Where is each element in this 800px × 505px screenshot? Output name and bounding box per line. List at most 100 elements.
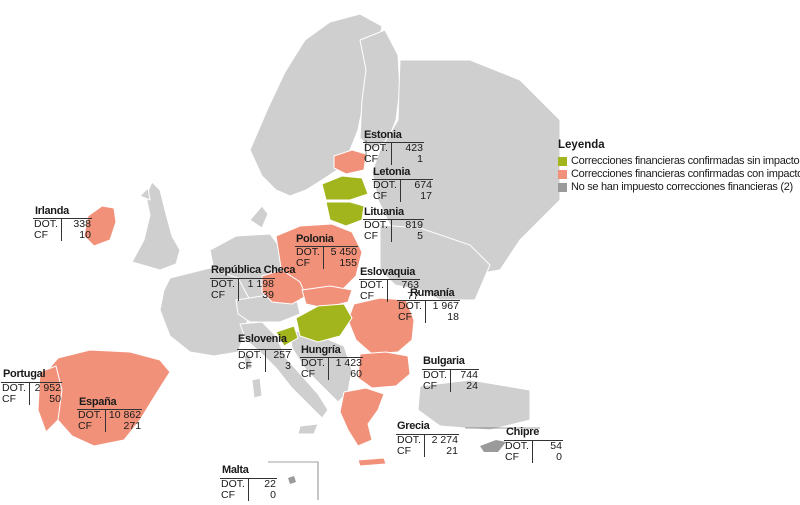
table-row: CF 10 <box>33 230 92 241</box>
region-chipre <box>480 440 506 452</box>
row-label: CF <box>78 420 92 432</box>
row-value: 24 <box>449 381 479 392</box>
table-row: DOT. 744 <box>422 369 479 381</box>
row-value: 21 <box>423 446 459 457</box>
table-row: CF 0 <box>504 452 563 463</box>
row-label: DOT. <box>300 357 329 369</box>
row-value: 10 862 <box>104 409 143 421</box>
row-value: 3 <box>264 361 292 372</box>
table-grecia: DOT. 2 274 CF 21 <box>396 434 459 457</box>
row-label: DOT. <box>220 478 249 490</box>
legend-item-sin-impacto: Correcciones financieras confirmadas sin… <box>558 155 800 167</box>
label-malta: Malta <box>222 464 249 476</box>
table-row: CF 155 <box>295 258 358 269</box>
row-value: 271 <box>104 421 143 432</box>
label-eslovaquia: Eslovaquia <box>360 266 416 278</box>
row-label: DOT. <box>504 440 533 452</box>
table-hungria: DOT. 1 423 CF 60 <box>300 357 363 380</box>
table-row: DOT. 257 <box>237 349 292 361</box>
row-label: DOT. <box>359 279 388 291</box>
table-row: DOT. 674 <box>372 179 433 191</box>
table-row: CF 3 <box>237 361 292 372</box>
region-eslovaquia <box>301 285 353 309</box>
table-republica-checa: DOT. 1 198 CF 39 <box>210 278 275 301</box>
table-eslovenia: DOT. 257 CF 3 <box>237 349 292 372</box>
row-value: 18 <box>424 312 460 323</box>
table-lituania: DOT. 819 CF 5 <box>363 219 424 242</box>
row-value: 0 <box>247 490 277 501</box>
label-chipre: Chipre <box>506 426 540 438</box>
row-label: CF <box>423 380 437 392</box>
row-label: CF <box>364 230 378 242</box>
row-label: CF <box>221 489 235 501</box>
label-republica-checa: República Checa <box>211 264 296 276</box>
row-label: DOT. <box>397 300 426 312</box>
region-malta <box>288 476 296 484</box>
table-row: CF 39 <box>210 290 275 301</box>
row-value: 1 198 <box>237 278 275 290</box>
legend: Leyenda Correcciones financieras confirm… <box>558 139 800 194</box>
row-label: DOT. <box>33 218 62 230</box>
region-hungria <box>295 303 353 343</box>
table-malta: DOT. 22 CF 0 <box>220 478 277 501</box>
legend-title: Leyenda <box>558 139 605 151</box>
row-value: 5 <box>390 231 424 242</box>
row-label: CF <box>398 311 412 323</box>
table-row: DOT. 338 <box>33 218 92 230</box>
row-value: 257 <box>264 349 292 361</box>
row-value: 1 967 <box>424 300 460 312</box>
row-label: DOT. <box>295 246 324 258</box>
row-label: DOT. <box>77 409 106 421</box>
region-bulgaria <box>357 351 411 389</box>
row-value: 10 <box>60 230 92 241</box>
label-eslovenia: Eslovenia <box>238 333 287 345</box>
table-row: CF 17 <box>372 191 433 202</box>
row-value: 423 <box>390 142 424 154</box>
row-label: CF <box>2 393 16 405</box>
table-row: DOT. 819 <box>363 219 424 231</box>
row-label: DOT. <box>422 369 451 381</box>
label-hungria: Hungría <box>301 344 341 356</box>
region-eslovenia <box>275 325 299 347</box>
table-row: DOT. 423 <box>363 142 424 154</box>
row-value: 338 <box>60 218 92 230</box>
legend-item-no-impuesto: No se han impuesto correcciones financie… <box>558 181 800 193</box>
malta-inset-frame <box>268 461 319 500</box>
row-value: 22 <box>247 478 277 490</box>
row-label: CF <box>397 445 411 457</box>
label-irlanda: Irlanda <box>35 205 69 217</box>
table-row: DOT. 10 862 <box>77 409 143 421</box>
table-row: CF 0 <box>220 490 277 501</box>
row-value: 763 <box>386 279 420 291</box>
row-value: 39 <box>237 290 275 301</box>
table-row: CF 5 <box>363 231 424 242</box>
table-row: DOT. 54 <box>504 440 563 452</box>
row-value: 2 952 <box>28 382 62 394</box>
table-eslovaquia: DOT. 763 CF 77 <box>359 279 420 302</box>
label-espana: España <box>79 396 117 408</box>
table-row: CF 50 <box>1 394 62 405</box>
row-value: 17 <box>399 191 433 202</box>
label-rumania: Rumanía <box>410 287 455 299</box>
legend-swatch-sin-impacto <box>558 156 567 166</box>
row-value: 819 <box>390 219 424 231</box>
table-letonia: DOT. 674 CF 17 <box>372 179 433 202</box>
row-label: CF <box>364 153 378 165</box>
row-label: DOT. <box>363 142 392 154</box>
row-label: CF <box>301 368 315 380</box>
row-value: 1 <box>390 154 424 165</box>
row-value: 155 <box>322 258 358 269</box>
row-label: CF <box>238 360 252 372</box>
row-value: 60 <box>327 369 363 380</box>
label-letonia: Letonia <box>373 166 411 178</box>
table-row: CF 24 <box>422 381 479 392</box>
table-row: DOT. 1 423 <box>300 357 363 369</box>
row-value: 77 <box>386 291 420 302</box>
region-lituania <box>325 201 365 227</box>
table-row: DOT. 2 274 <box>396 434 459 446</box>
table-row: CF 18 <box>397 312 460 323</box>
row-value: 674 <box>399 179 433 191</box>
row-label: DOT. <box>237 349 266 361</box>
table-estonia: DOT. 423 CF 1 <box>363 142 424 165</box>
table-row: CF 21 <box>396 446 459 457</box>
